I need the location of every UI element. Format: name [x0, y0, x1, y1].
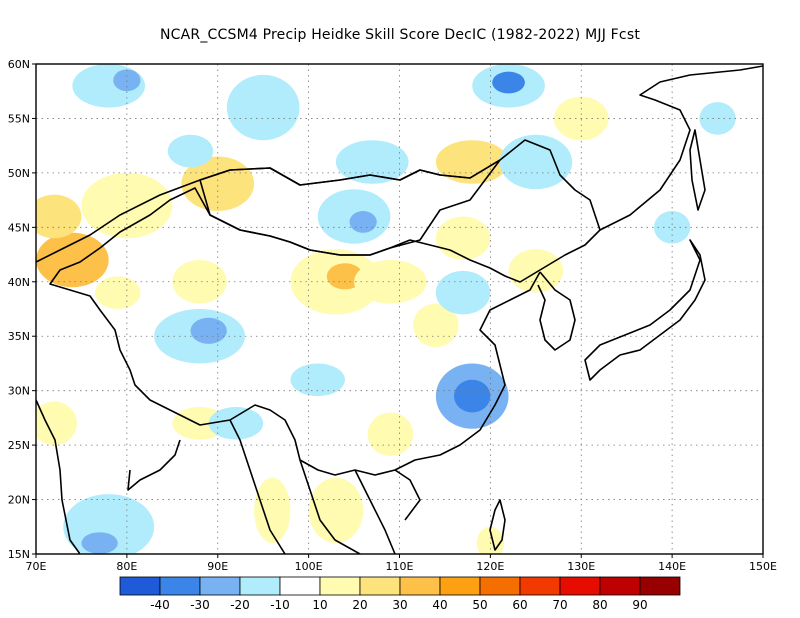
- latitude-tick-labels: 15N 20N 25N 30N 35N 40N 45N 50N 55N 60N: [8, 58, 36, 561]
- map-background: [36, 64, 763, 554]
- lat-tick-label: 25N: [8, 439, 30, 452]
- skill-region: [435, 216, 491, 260]
- skill-region: [190, 317, 227, 344]
- skill-region: [113, 69, 141, 92]
- skill-region: [172, 260, 227, 304]
- skill-region: [81, 172, 173, 239]
- taiwan-coast: [489, 499, 506, 551]
- lat-tick-label: 35N: [8, 330, 30, 343]
- colorbar-swatch: [159, 576, 201, 596]
- colorbar-swatch: [319, 576, 361, 596]
- colorbar-swatch: [399, 576, 441, 596]
- skill-region: [413, 303, 459, 348]
- lat-tick-label: 45N: [8, 221, 30, 234]
- colorbar-swatch: [119, 576, 161, 596]
- russia-far-east-coast: [599, 65, 763, 231]
- colorbar-swatch: [199, 576, 241, 596]
- skill-region: [492, 71, 525, 94]
- colorbar-swatch: [639, 576, 681, 596]
- skill-region: [354, 260, 427, 304]
- colorbar-label: 10: [312, 598, 327, 612]
- colorbar-swatch: [519, 576, 561, 596]
- longitude-tick-labels: 70E 80E 90E 100E 110E 120E 130E 140E 150E: [26, 554, 777, 573]
- lon-tick-label: 130E: [567, 560, 595, 573]
- coastlines-and-borders: [36, 65, 763, 554]
- sakhalin-coast: [689, 129, 706, 211]
- lon-tick-label: 90E: [207, 560, 228, 573]
- korea-coast: [537, 271, 576, 351]
- colorbar-label: 70: [552, 598, 567, 612]
- lat-tick-label: 60N: [8, 58, 30, 71]
- lon-tick-label: 80E: [116, 560, 137, 573]
- lon-tick-label: 120E: [476, 560, 504, 573]
- skill-region: [508, 249, 564, 293]
- lat-tick-label: 20N: [8, 494, 30, 507]
- skill-region: [167, 134, 214, 168]
- colorbar-label: -40: [150, 598, 170, 612]
- skill-region: [226, 74, 300, 141]
- colorbar-label: 90: [632, 598, 647, 612]
- mongolia-border: [199, 159, 501, 256]
- colorbar-swatch: [359, 576, 401, 596]
- skill-region: [36, 194, 82, 239]
- skill-region: [435, 270, 491, 315]
- colorbar-label: -30: [190, 598, 210, 612]
- skill-region: [308, 477, 364, 544]
- lon-tick-label: 110E: [386, 560, 414, 573]
- skill-region: [499, 134, 573, 190]
- colorbar-label: 50: [472, 598, 487, 612]
- skill-region: [326, 263, 364, 290]
- colorbar-swatch: [479, 576, 521, 596]
- skill-region: [81, 532, 118, 554]
- skill-region: [349, 211, 377, 233]
- colorbar-swatch: [599, 576, 641, 596]
- southeast-asia-coast: [229, 419, 421, 554]
- skill-region: [36, 401, 77, 446]
- lon-tick-label: 140E: [658, 560, 686, 573]
- colorbar-swatch: [239, 576, 281, 596]
- skill-region: [699, 102, 736, 135]
- skill-region: [254, 477, 291, 544]
- lat-tick-label: 50N: [8, 167, 30, 180]
- skill-region: [36, 232, 109, 288]
- colorbar-swatch: [439, 576, 481, 596]
- colorbar-label: 30: [392, 598, 407, 612]
- page-title: NCAR_CCSM4 Precip Heidke Skill Score Dec…: [159, 27, 641, 43]
- skill-region: [454, 379, 491, 413]
- colorbar-swatch: [279, 576, 321, 596]
- lat-tick-label: 30N: [8, 385, 30, 398]
- colorbar-swatch: [559, 576, 601, 596]
- lat-tick-label: 15N: [8, 548, 30, 561]
- skill-region: [208, 407, 264, 440]
- colorbar: -40 -30 -20 -10 10 20 30 40 50 60 70 80 90: [119, 576, 681, 612]
- colorbar-label: 60: [512, 598, 527, 612]
- skill-region: [367, 412, 414, 456]
- skill-region: [290, 363, 345, 397]
- skill-region: [335, 140, 409, 184]
- skill-region: [653, 211, 691, 244]
- colorbar-label: 40: [432, 598, 447, 612]
- colorbar-label: -20: [230, 598, 250, 612]
- lat-tick-label: 40N: [8, 276, 30, 289]
- colorbar-label: 80: [592, 598, 607, 612]
- india-coast: [36, 399, 181, 554]
- colorbar-label: -10: [270, 598, 290, 612]
- lon-tick-label: 70E: [26, 560, 47, 573]
- skill-region: [95, 276, 141, 309]
- lat-tick-label: 55N: [8, 112, 30, 125]
- skill-score-shading: [36, 64, 736, 554]
- colorbar-label: 20: [352, 598, 367, 612]
- japan-coast: [584, 239, 706, 381]
- lon-tick-label: 150E: [749, 560, 777, 573]
- lon-tick-label: 100E: [295, 560, 323, 573]
